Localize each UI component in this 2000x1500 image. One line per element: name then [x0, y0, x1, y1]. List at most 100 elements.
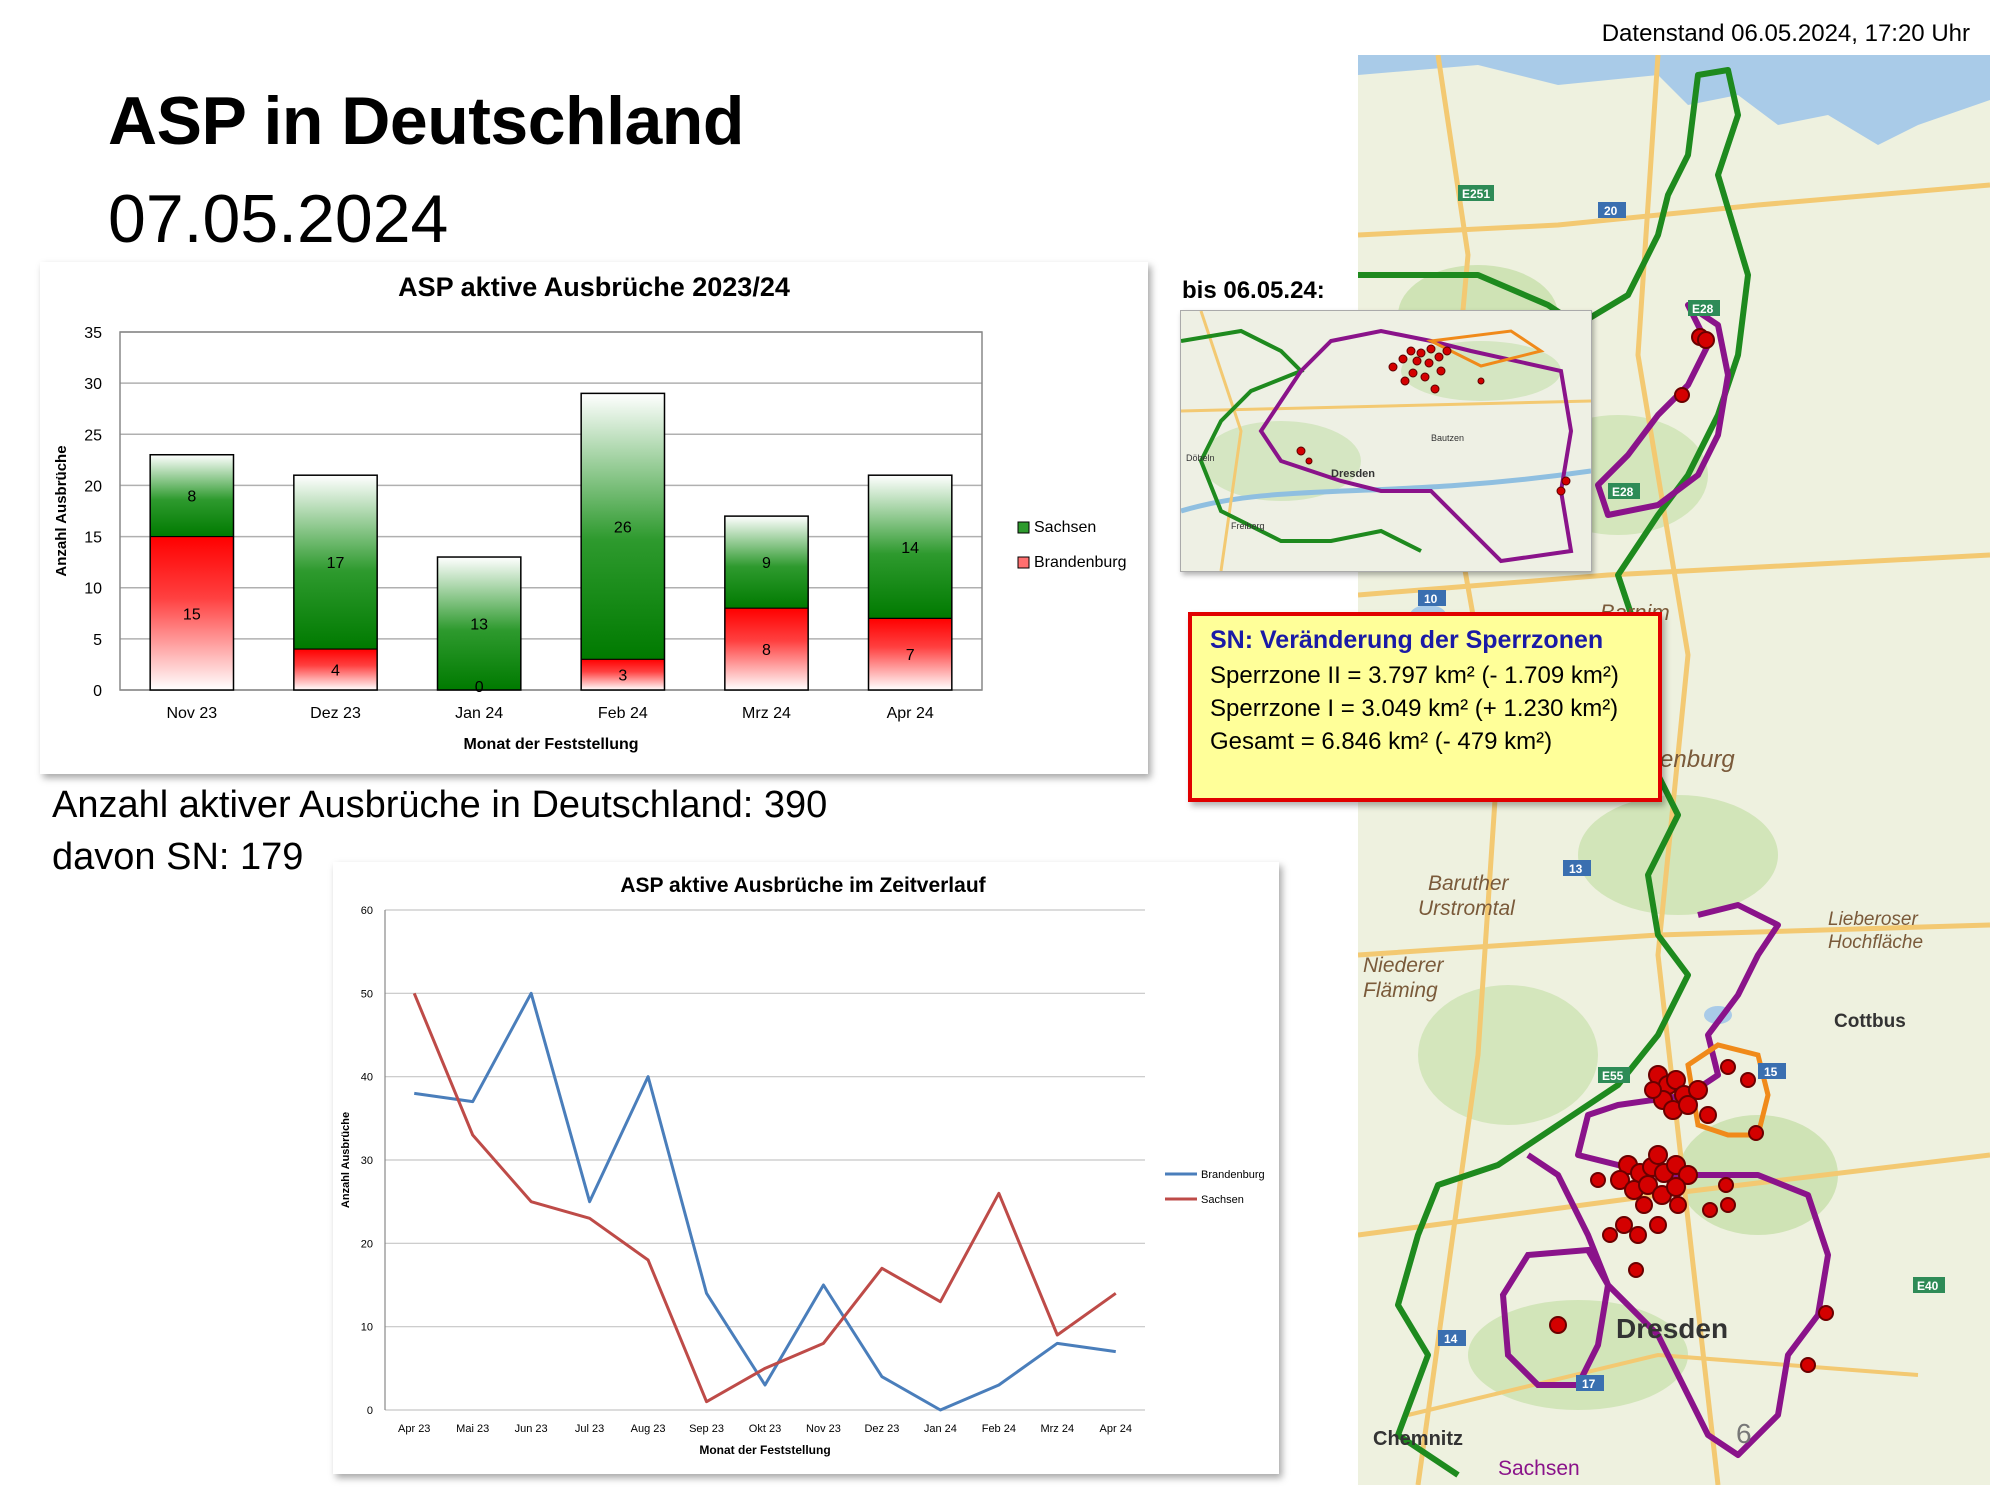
bar-segment-sachsen [150, 454, 234, 537]
bar-value-label-brandenburg: 3 [618, 668, 627, 685]
line-y-tick-label: 30 [361, 1155, 373, 1167]
bar-segment-sachsen [724, 516, 809, 609]
bar-outline [867, 474, 953, 691]
data-timestamp: Datenstand 06.05.2024, 17:20 Uhr [1601, 20, 1970, 47]
line-chart-panel: ASP aktive Ausbrüche im Zeitverlauf 0 10 20… [333, 862, 1279, 1474]
map-label-urstromtal: Urstromtal [1418, 897, 1516, 920]
line-x-tick-label: Apr 24 [1100, 1423, 1132, 1435]
bar-y-axis-label: Anzahl Ausbrüche [53, 445, 70, 576]
line-x-tick-label: Jan 24 [924, 1423, 957, 1435]
line-x-tick-label: Jul 23 [575, 1423, 604, 1435]
bar-outline [293, 474, 378, 691]
bar-value-label-sachsen: 13 [470, 617, 488, 634]
bar-x-tick-label: Apr 24 [887, 705, 934, 722]
bar-y-tick-label: 30 [84, 376, 102, 393]
map-label-flaeming: Fläming [1363, 979, 1438, 1002]
bar-segment-brandenburg [293, 649, 378, 690]
bar-outline [436, 556, 522, 691]
road-label: 17 [1582, 1377, 1596, 1391]
legend-label-brandenburg: Brandenburg [1201, 1169, 1265, 1181]
bar-value-label-sachsen: 9 [762, 555, 771, 572]
legend-label-sachsen: Sachsen [1201, 1194, 1244, 1206]
map-label-hochflaeche: Hochfläche [1828, 932, 1923, 953]
total-outbreaks-text: Anzahl aktiver Ausbrüche in Deutschland:… [52, 784, 828, 826]
bar-value-label-brandenburg: 15 [183, 606, 201, 623]
line-x-tick-label: Feb 24 [982, 1423, 1016, 1435]
bar-x-axis-label: Monat der Feststellung [463, 736, 638, 753]
road-label: E251 [1462, 187, 1490, 201]
line-x-tick-label: Mai 23 [456, 1423, 489, 1435]
bar-segment-sachsen [581, 393, 665, 660]
bar-y-tick-label: 0 [93, 683, 102, 700]
bar-outline [580, 392, 666, 691]
inset-label-freiberg: Freiberg [1231, 521, 1265, 531]
road-label: 13 [1569, 862, 1583, 876]
bar-chart-title: ASP aktive Ausbrüche 2023/24 [398, 272, 790, 302]
restriction-zone-info-box: SN: Veränderung der Sperrzonen Sperrzone… [1188, 612, 1662, 802]
road-label: E28 [1692, 302, 1714, 316]
bar-segment-brandenburg [724, 608, 809, 690]
inset-label-dresden: Dresden [1331, 468, 1375, 480]
line-y-tick-label: 0 [367, 1405, 373, 1417]
bar-x-tick-label: Feb 24 [598, 705, 648, 722]
bar-x-tick-label: Mrz 24 [742, 705, 791, 722]
legend-swatch-brandenburg [1017, 556, 1030, 569]
line-chart: ASP aktive Ausbrüche im Zeitverlauf 0 10 20… [340, 874, 1265, 1457]
line-x-tick-label: Jun 23 [515, 1423, 548, 1435]
series-line-sachsen [412, 992, 1117, 1404]
road-label: E55 [1602, 1069, 1624, 1083]
inset-label-doebeln: Döbeln [1186, 453, 1215, 463]
info-line-total: Gesamt = 6.846 km² (- 479 km²) [1210, 728, 1553, 755]
line-y-tick-label: 20 [361, 1238, 373, 1250]
bar-outline [724, 515, 809, 691]
line-x-tick-label: Nov 23 [806, 1423, 841, 1435]
road-label: 15 [1764, 1065, 1778, 1079]
inset-label-bautzen: Bautzen [1431, 433, 1464, 443]
bar-segment-brandenburg [150, 536, 234, 690]
road-label: 10 [1424, 592, 1438, 606]
line-y-tick-label: 50 [361, 988, 373, 1000]
line-y-tick-label: 40 [361, 1072, 373, 1084]
bar-value-label-sachsen: 8 [187, 489, 196, 506]
line-y-axis-label: Anzahl Ausbrüche [340, 1112, 352, 1208]
map-label-chemnitz: Chemnitz [1373, 1428, 1463, 1450]
inset-map-graphic: Dresden Bautzen Freiberg Döbeln [1181, 311, 1591, 571]
sn-outbreaks-text: davon SN: 179 [52, 836, 304, 878]
line-x-tick-label: Apr 23 [398, 1423, 430, 1435]
map-label-lieberoser: Lieberoser [1828, 909, 1918, 930]
line-x-tick-label: Okt 23 [749, 1423, 781, 1435]
line-y-tick-label: 60 [361, 905, 373, 917]
bar-segment-sachsen [293, 475, 378, 650]
map-label-sachsen: Sachsen [1498, 1457, 1580, 1480]
line-x-tick-label: Aug 23 [631, 1423, 666, 1435]
bar-value-label-sachsen: 17 [327, 555, 345, 572]
page-number: 6 [1736, 1418, 1752, 1449]
road-label: E28 [1612, 485, 1634, 499]
bar-x-tick-label: Nov 23 [166, 705, 217, 722]
map-label-dresden: Dresden [1616, 1313, 1728, 1344]
map-label-cottbus: Cottbus [1834, 1011, 1906, 1032]
slide-title: ASP in Deutschland [108, 83, 744, 159]
map-label-baruther: Baruther [1428, 872, 1510, 895]
bar-value-label-brandenburg: 8 [762, 642, 771, 659]
bar-y-tick-label: 20 [84, 478, 102, 495]
bar-segment-sachsen [437, 557, 521, 690]
bar-value-label-brandenburg: 4 [331, 663, 340, 680]
road-label: E40 [1917, 1279, 1939, 1293]
bar-y-tick-label: 25 [84, 427, 102, 444]
legend-label-brandenburg: Brandenburg [1034, 554, 1127, 571]
inset-map: Dresden Bautzen Freiberg Döbeln [1180, 310, 1592, 572]
legend-swatch-sachsen [1017, 521, 1030, 534]
bar-x-tick-label: Jan 24 [455, 705, 503, 722]
info-line-zone-2: Sperrzone II = 3.797 km² (- 1.709 km²) [1210, 662, 1619, 689]
line-x-tick-label: Dez 23 [864, 1423, 899, 1435]
bar-value-label-sachsen: 14 [901, 540, 919, 557]
bar-segment-sachsen [868, 475, 952, 619]
bar-value-label-sachsen: 26 [614, 519, 632, 536]
line-chart-title: ASP aktive Ausbrüche im Zeitverlauf [620, 874, 986, 897]
road-label: 20 [1604, 204, 1618, 218]
legend-label-sachsen: Sachsen [1034, 519, 1096, 536]
line-x-tick-label: Mrz 24 [1040, 1423, 1074, 1435]
line-x-axis-label: Monat der Feststellung [699, 1443, 830, 1457]
bar-outline [149, 453, 235, 691]
